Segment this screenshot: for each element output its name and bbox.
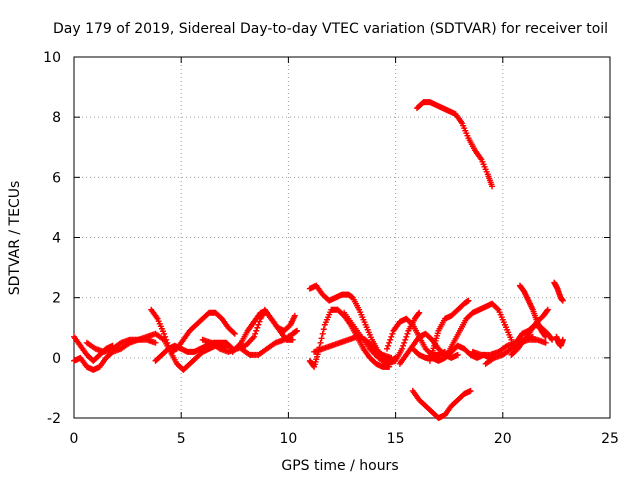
- data-point: [544, 307, 551, 314]
- data-point: [387, 336, 394, 343]
- data-point: [559, 336, 566, 343]
- series-sat-s: [444, 300, 515, 358]
- x-axis-label: GPS time / hours: [281, 458, 398, 474]
- axis-ticks: 0 5 10 15 20 25 -2 0 2 4 6 8 10: [43, 50, 619, 447]
- y-tick-label: 2: [52, 291, 61, 307]
- data-point: [454, 351, 461, 358]
- data-point: [231, 330, 238, 337]
- y-tick-label: -2: [47, 411, 61, 427]
- series-sat-k: [311, 333, 395, 361]
- data-point: [489, 183, 496, 190]
- x-tick-label: 25: [601, 431, 619, 447]
- data-point: [544, 306, 551, 313]
- data-point: [386, 363, 393, 370]
- x-tick-label: 10: [279, 431, 297, 447]
- data-point: [402, 336, 409, 343]
- data-point: [415, 310, 422, 317]
- data-point: [252, 330, 259, 337]
- data-point: [291, 312, 298, 319]
- x-tick-label: 5: [177, 431, 186, 447]
- y-tick-label: 0: [52, 351, 61, 367]
- data-point: [230, 329, 237, 336]
- series-sat-z: [553, 333, 566, 349]
- data-point: [388, 333, 395, 340]
- data-point: [152, 339, 159, 346]
- data-point: [494, 305, 501, 312]
- data-point: [385, 342, 392, 349]
- data-point: [251, 333, 258, 340]
- y-tick-label: 8: [52, 110, 61, 126]
- data-point: [467, 387, 474, 394]
- chart-title: Day 179 of 2019, Sidereal Day-to-day VTE…: [53, 21, 608, 37]
- data-point: [465, 297, 472, 304]
- x-tick-label: 0: [70, 431, 79, 447]
- data-point: [408, 320, 415, 327]
- data-point: [256, 318, 263, 325]
- data-point: [162, 333, 169, 340]
- data-point: [317, 339, 324, 346]
- data-point: [542, 339, 549, 346]
- series-sat-x: [512, 321, 556, 346]
- y-tick-label: 4: [52, 231, 61, 247]
- series-sat-y: [551, 279, 566, 304]
- data-point: [255, 321, 262, 328]
- series-sat-h: [238, 327, 300, 358]
- data-point: [548, 335, 555, 342]
- y-axis-label: SDTVAR / TECUs: [7, 181, 23, 296]
- series-sat-c: [83, 309, 238, 355]
- y-tick-label: 10: [43, 50, 61, 66]
- data-point: [549, 336, 556, 343]
- data-point: [404, 330, 411, 337]
- data-point: [289, 336, 296, 343]
- series-sat-q: [409, 387, 474, 421]
- x-tick-label: 20: [494, 431, 512, 447]
- data-point: [559, 297, 566, 304]
- data-point: [254, 324, 261, 331]
- data-point: [319, 330, 326, 337]
- x-tick-label: 15: [387, 431, 405, 447]
- data-point: [401, 339, 408, 346]
- data-point: [161, 330, 168, 337]
- data-point: [399, 345, 406, 352]
- data-point: [384, 345, 391, 352]
- data-point: [386, 339, 393, 346]
- series-sat-j: [306, 306, 393, 370]
- data-point: [163, 336, 170, 343]
- data-point: [389, 330, 396, 337]
- data-point: [318, 335, 325, 342]
- data-point: [416, 309, 423, 316]
- data-point: [400, 342, 407, 349]
- data-point: [293, 327, 300, 334]
- grid: [74, 57, 610, 418]
- data-point: [403, 333, 410, 340]
- y-tick-label: 6: [52, 170, 61, 186]
- series-sat-r: [426, 297, 472, 364]
- data-point: [253, 327, 260, 334]
- data-point: [320, 326, 327, 333]
- data-point: [164, 339, 171, 346]
- series-sat-p: [414, 99, 496, 190]
- data-markers: [71, 99, 566, 421]
- series-sat-g: [229, 309, 296, 355]
